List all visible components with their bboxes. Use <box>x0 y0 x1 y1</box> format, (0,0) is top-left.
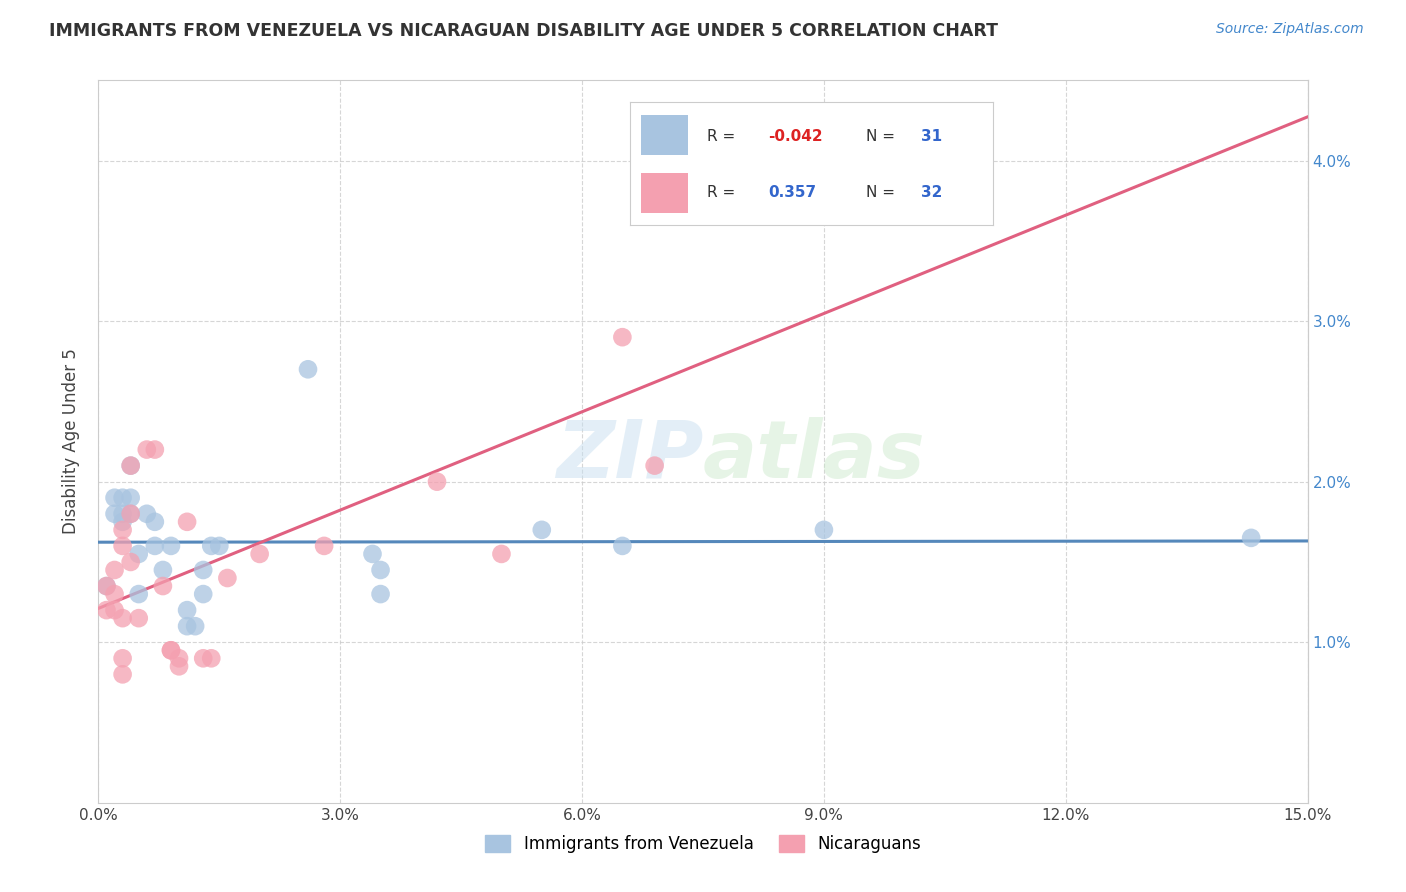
Point <box>111 539 134 553</box>
Point <box>160 643 183 657</box>
Point <box>361 547 384 561</box>
Point <box>200 539 222 553</box>
Point <box>96 603 118 617</box>
Point <box>167 659 190 673</box>
Point <box>370 563 392 577</box>
Point <box>491 547 513 561</box>
Point <box>143 515 166 529</box>
Point <box>370 587 392 601</box>
Point <box>120 458 142 473</box>
Point <box>426 475 449 489</box>
Point <box>152 579 174 593</box>
Text: atlas: atlas <box>703 417 925 495</box>
Point <box>152 563 174 577</box>
Point <box>120 507 142 521</box>
Point <box>193 587 215 601</box>
Point <box>676 202 699 216</box>
Point <box>813 523 835 537</box>
Point <box>120 555 142 569</box>
Point <box>120 491 142 505</box>
Point <box>143 539 166 553</box>
Point <box>103 563 125 577</box>
Point <box>176 515 198 529</box>
Point <box>612 330 634 344</box>
Point <box>120 507 142 521</box>
Point <box>111 515 134 529</box>
Point <box>111 523 134 537</box>
Point <box>111 651 134 665</box>
Point <box>128 611 150 625</box>
Point <box>135 442 157 457</box>
Point <box>103 603 125 617</box>
Point <box>111 491 134 505</box>
Point <box>249 547 271 561</box>
Point <box>135 507 157 521</box>
Point <box>167 651 190 665</box>
Point <box>200 651 222 665</box>
Point <box>160 643 183 657</box>
Point <box>193 651 215 665</box>
Legend: Immigrants from Venezuela, Nicaraguans: Immigrants from Venezuela, Nicaraguans <box>478 828 928 860</box>
Text: Source: ZipAtlas.com: Source: ZipAtlas.com <box>1216 22 1364 37</box>
Point <box>1240 531 1263 545</box>
Point <box>160 539 183 553</box>
Point <box>111 667 134 681</box>
Point <box>612 539 634 553</box>
Point <box>128 547 150 561</box>
Point <box>176 603 198 617</box>
Point <box>111 611 134 625</box>
Point <box>96 579 118 593</box>
Point <box>208 539 231 553</box>
Point <box>128 587 150 601</box>
Point <box>193 563 215 577</box>
Point <box>103 507 125 521</box>
Text: ZIP: ZIP <box>555 417 703 495</box>
Point <box>644 458 666 473</box>
Y-axis label: Disability Age Under 5: Disability Age Under 5 <box>62 349 80 534</box>
Point <box>217 571 239 585</box>
Point <box>184 619 207 633</box>
Point <box>103 491 125 505</box>
Point <box>103 587 125 601</box>
Point <box>111 507 134 521</box>
Text: IMMIGRANTS FROM VENEZUELA VS NICARAGUAN DISABILITY AGE UNDER 5 CORRELATION CHART: IMMIGRANTS FROM VENEZUELA VS NICARAGUAN … <box>49 22 998 40</box>
Point <box>530 523 553 537</box>
Point <box>143 442 166 457</box>
Point <box>176 619 198 633</box>
Point <box>120 458 142 473</box>
Point <box>96 579 118 593</box>
Point <box>297 362 319 376</box>
Point <box>314 539 336 553</box>
